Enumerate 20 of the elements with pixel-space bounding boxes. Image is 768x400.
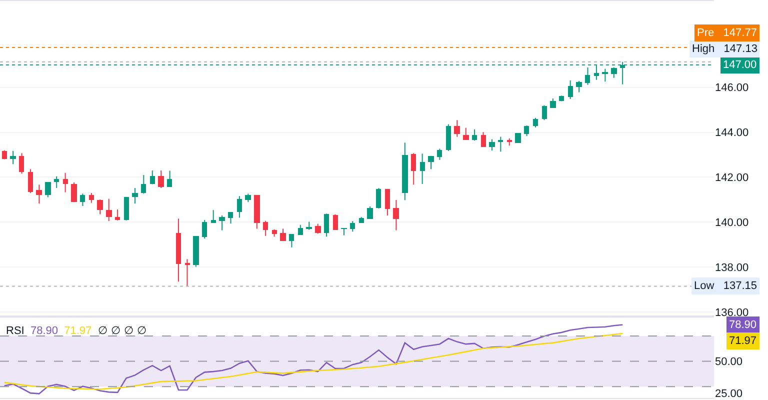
ref-line-label: 147.00 (723, 59, 757, 71)
text: 78.90 (729, 319, 757, 331)
ref-line-label: Low 137.15 (694, 280, 757, 292)
annotation: 78.90 (30, 325, 58, 337)
line-series (4, 324, 624, 394)
y-tick-label: 25.00 (715, 388, 743, 400)
annotation: 71.97 (64, 325, 92, 337)
y-tick-label: 50.00 (715, 356, 743, 368)
text: RSI (6, 325, 24, 337)
y-tick-label: 136.00 (715, 306, 749, 319)
y-tick-label: 138.00 (715, 262, 749, 274)
y-tick-label: 140.00 (715, 217, 749, 230)
annotation: ∅ ∅ ∅ ∅ (98, 325, 147, 337)
y-tick-label: 142.00 (715, 172, 749, 184)
ref-line-label: High 147.13 (692, 43, 758, 55)
y-tick-label: 144.00 (715, 127, 749, 140)
text: 71.97 (729, 335, 757, 347)
y-tick-label: 146.00 (715, 82, 749, 94)
line-series (4, 332, 624, 390)
ref-line-label: Pre 147.77 (697, 27, 757, 39)
